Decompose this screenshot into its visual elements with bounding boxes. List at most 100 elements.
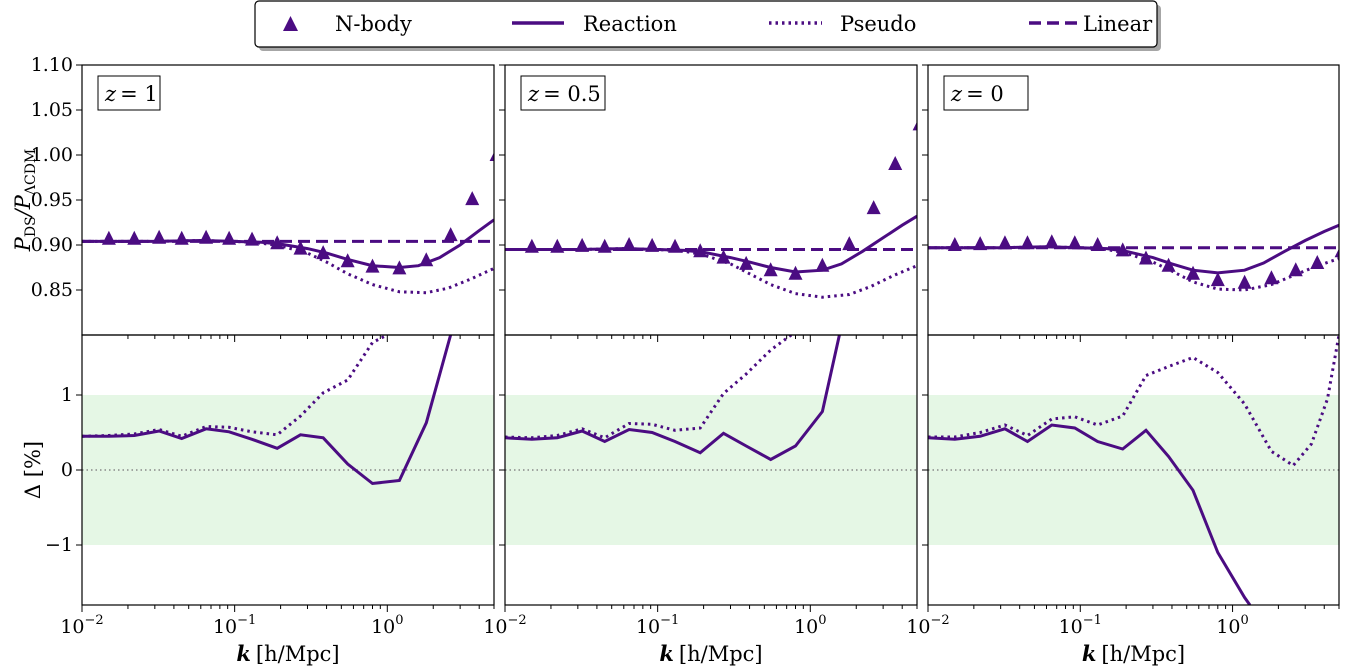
- nbody-point: [1210, 272, 1225, 287]
- nbody-point: [152, 229, 167, 244]
- x-tick-label: 10−1: [636, 613, 679, 638]
- x-axis-label: k [h/Mpc]: [1082, 641, 1185, 666]
- nbody-point: [293, 240, 308, 255]
- nbody-point: [1186, 265, 1201, 280]
- x-axis-label: k [h/Mpc]: [236, 641, 339, 666]
- delta-plot-2: [505, 335, 917, 545]
- redshift-label: z = 1: [97, 75, 161, 111]
- nbody-point: [1067, 235, 1082, 250]
- x-tick-label: 10−2: [483, 613, 526, 638]
- y-tick-label: −1: [45, 534, 73, 556]
- delta-reaction-line: [928, 423, 1252, 605]
- redshift-label: z = 0: [943, 75, 1029, 111]
- nbody-point: [1161, 257, 1176, 272]
- x-axis-label: k [h/Mpc]: [659, 641, 762, 666]
- nbody-point: [316, 245, 331, 260]
- nbody-point: [127, 230, 142, 245]
- nbody-point: [1020, 235, 1035, 250]
- nbody-point: [973, 236, 988, 251]
- nbody-point: [340, 253, 355, 268]
- y-tick-label: 1.10: [31, 54, 73, 76]
- y-tick-label: 1.00: [31, 144, 73, 166]
- nbody-point: [1115, 242, 1130, 257]
- ratio-plot-2: [505, 121, 917, 299]
- nbody-point: [392, 260, 407, 275]
- nbody-point: [222, 230, 237, 245]
- legend-pseudo-label: Pseudo: [840, 12, 916, 36]
- nbody-point: [668, 238, 683, 253]
- nbody-point: [524, 238, 539, 253]
- y-tick-label: 0.95: [31, 189, 73, 211]
- y-axis-label-bottom: Δ [%]: [21, 441, 45, 499]
- nbody-point: [1138, 250, 1153, 265]
- tolerance-band: [928, 395, 1339, 545]
- nbody-point: [489, 152, 494, 161]
- panel-3: z = 0 10−2 10−1 100 k [h/Mpc]: [906, 64, 1340, 666]
- nbody-point: [815, 257, 830, 272]
- reaction-line: [82, 218, 494, 270]
- nbody-point: [842, 236, 857, 251]
- nbody-point: [270, 235, 285, 250]
- nbody-point: [1288, 262, 1303, 277]
- delta-reaction-line: [82, 335, 453, 486]
- x-tick-label: 10−2: [60, 613, 103, 638]
- delta-plot-3: [928, 335, 1339, 605]
- nbody-point: [866, 200, 881, 215]
- pseudo-line: [82, 238, 494, 295]
- delta-pseudo-line: [928, 335, 1339, 468]
- delta-plot-1: [82, 335, 494, 545]
- delta-reaction-line: [505, 335, 841, 462]
- redshift-label-text: z = 1: [104, 82, 158, 106]
- nbody-point: [465, 191, 480, 206]
- redshift-label-text: z = 0: [950, 82, 1004, 106]
- nbody-point: [763, 262, 778, 277]
- legend: N-body Reaction Pseudo Linear: [254, 0, 1161, 51]
- nbody-point: [365, 258, 380, 273]
- delta-pseudo-line: [505, 335, 793, 440]
- nbody-point: [997, 235, 1012, 250]
- nbody-point: [645, 237, 660, 252]
- nbody-point: [199, 229, 214, 244]
- nbody-point: [1090, 237, 1105, 251]
- nbody-point: [1310, 255, 1325, 269]
- nbody-point: [739, 255, 754, 270]
- legend-linear-label: Linear: [1083, 12, 1153, 36]
- nbody-point: [550, 238, 565, 253]
- legend-nbody-marker: [283, 16, 298, 31]
- nbody-point: [419, 252, 434, 267]
- nbody-point: [575, 237, 590, 252]
- ratio-plot-1: [82, 152, 494, 295]
- nbody-point: [597, 238, 612, 253]
- redshift-label-text: z = 0.5: [527, 82, 601, 106]
- y-tick-label: 1: [61, 384, 73, 406]
- redshift-label-box: [97, 75, 161, 111]
- nbody-point: [912, 121, 917, 131]
- nbody-point: [693, 243, 708, 258]
- nbody-point: [443, 227, 458, 242]
- y-axis-label-top: PDS/PΛCDM: [11, 149, 39, 253]
- reaction-line: [505, 214, 917, 274]
- nbody-point: [1237, 274, 1252, 289]
- ratio-plot-3: [928, 223, 1339, 292]
- legend-reaction-label: Reaction: [583, 12, 677, 36]
- x-tick-label: 10−1: [1059, 613, 1102, 638]
- nbody-point: [947, 237, 962, 251]
- nbody-point: [245, 231, 260, 246]
- x-tick-label: 100: [794, 613, 826, 638]
- legend-nbody-label: N-body: [335, 12, 412, 36]
- nbody-point: [174, 230, 189, 245]
- y-tick-label: 1.05: [31, 99, 73, 121]
- redshift-label-box: [943, 75, 1029, 111]
- redshift-label-box: [520, 75, 606, 111]
- x-tick-label: 100: [1216, 613, 1248, 638]
- x-tick-label: 100: [371, 613, 403, 638]
- reaction-line: [928, 223, 1339, 275]
- nbody-point: [101, 230, 116, 245]
- panel-2: z = 0.5 10−2 10−1 100 k [h/Mpc]: [483, 64, 918, 666]
- nbody-point: [622, 237, 637, 251]
- tolerance-band: [82, 395, 494, 545]
- nbody-point: [788, 265, 803, 280]
- y-tick-label: 0: [61, 459, 73, 481]
